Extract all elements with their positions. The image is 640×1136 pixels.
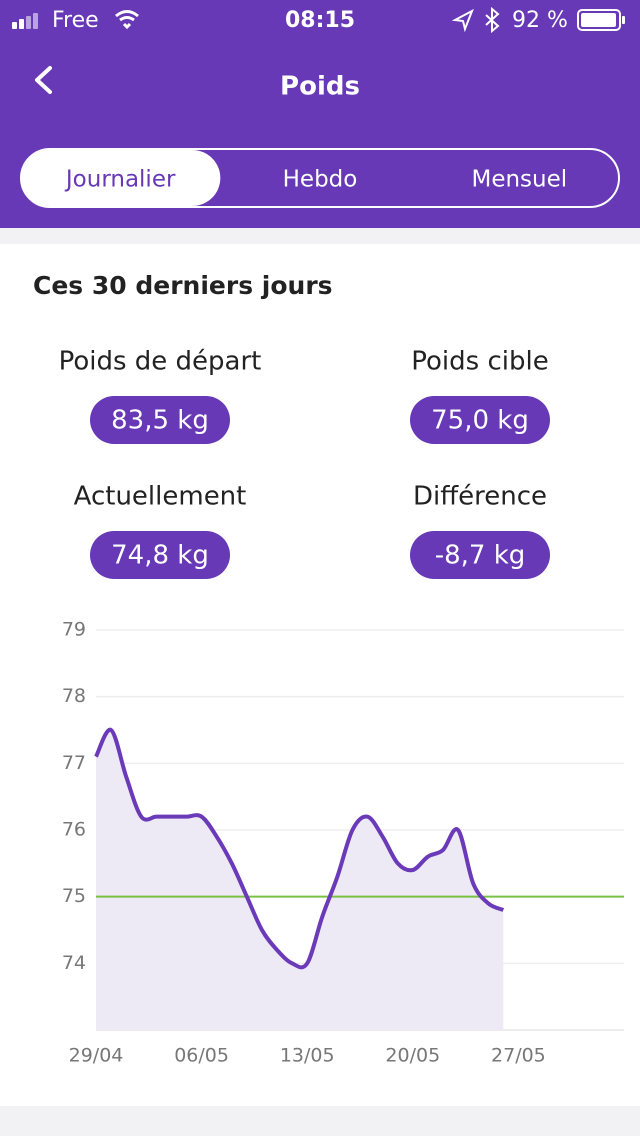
line — [94, 727, 505, 970]
signal-icon — [12, 13, 38, 29]
location-icon — [451, 8, 474, 33]
stat-value: -8,7 kg — [435, 541, 526, 571]
stat-value: 75,0 kg — [431, 406, 529, 436]
stat-label: Poids cible — [411, 347, 548, 377]
stat-value: 83,5 kg — [111, 406, 209, 436]
battery-icon — [577, 9, 621, 31]
stat-label: Actuellement — [74, 482, 247, 512]
x-tick-label: 13/05 — [280, 1045, 335, 1067]
stat-pill — [90, 531, 230, 579]
tab[interactable]: Hebdo — [283, 167, 358, 193]
card-title: Ces 30 derniers jours — [33, 271, 333, 300]
x-tick-label: 06/05 — [174, 1045, 229, 1067]
carrier: Free — [52, 8, 99, 33]
x-tick-label: 29/04 — [69, 1045, 124, 1067]
stat-pill — [410, 531, 550, 579]
battery-level: 92 % — [512, 8, 568, 33]
stat-value: 74,8 kg — [111, 541, 209, 571]
battery-fill — [581, 13, 616, 27]
x-tick-label: 20/05 — [385, 1045, 440, 1067]
wifi-icon — [115, 10, 139, 30]
y-tick-label: 78 — [62, 685, 86, 707]
stat-pill — [90, 396, 230, 444]
y-tick-label: 77 — [62, 752, 86, 774]
bluetooth-icon — [485, 6, 500, 34]
x-tick-label: 27/05 — [491, 1045, 546, 1067]
tab[interactable]: Journalier — [64, 167, 176, 193]
stat-pill — [410, 396, 550, 444]
gap — [0, 228, 640, 244]
area — [96, 729, 504, 1030]
y-tick-label: 74 — [62, 952, 86, 974]
stat-label: Différence — [413, 482, 547, 512]
page-title: Poids — [280, 72, 360, 102]
tab-active-bg — [21, 150, 221, 206]
clock: 08:15 — [285, 8, 355, 33]
tab[interactable]: Mensuel — [471, 167, 567, 193]
y-tick-label: 79 — [62, 619, 86, 641]
y-tick-label: 76 — [62, 819, 86, 841]
battery-tip — [622, 16, 625, 24]
footer-bg — [0, 1106, 640, 1136]
y-tick-label: 75 — [62, 885, 86, 907]
back-button[interactable] — [35, 66, 52, 94]
stat-label: Poids de départ — [59, 347, 262, 377]
